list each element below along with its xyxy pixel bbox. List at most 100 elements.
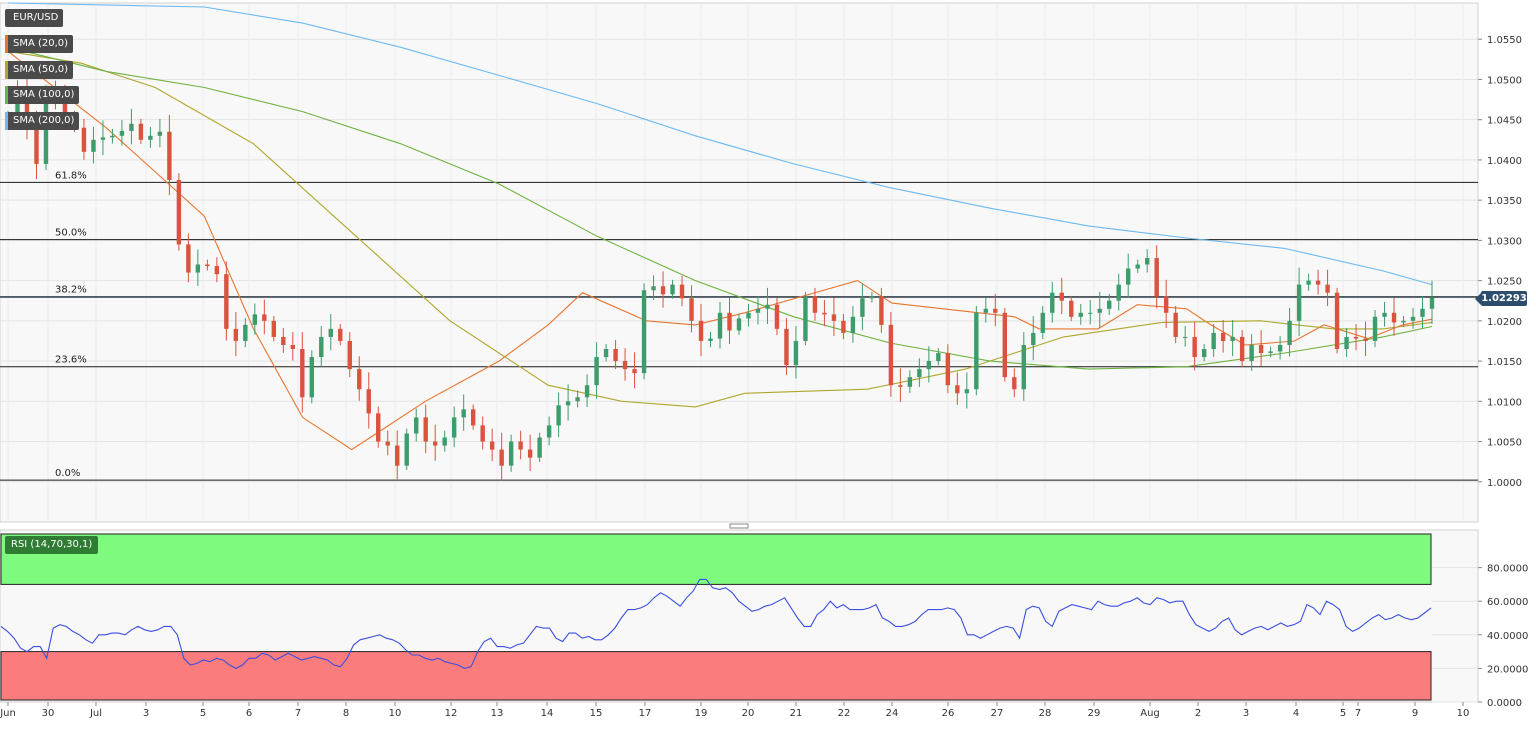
candle-body (831, 314, 837, 321)
candle-body (565, 401, 571, 406)
date-tick-label: 29 (1088, 708, 1101, 719)
candles (5, 76, 1435, 481)
date-tick-label: 12 (445, 708, 458, 719)
price-grid (0, 3, 1478, 522)
candle-body (148, 135, 153, 140)
candle-body (1372, 316, 1378, 341)
date-tick-label: 9 (1412, 708, 1418, 719)
legend-sma20[interactable]: SMA (20,0) (5, 35, 74, 53)
candle-body (119, 130, 125, 136)
candle-body (281, 336, 286, 345)
candle-body (1363, 338, 1368, 341)
date-tick-label: 7 (1355, 708, 1361, 719)
candle-body (1050, 292, 1055, 313)
candle-body (1268, 351, 1273, 354)
price-tick-label: 1.0300 (1487, 236, 1522, 247)
date-tick-label: 8 (343, 708, 349, 719)
candle-body (945, 353, 951, 386)
candle-body (936, 353, 941, 362)
candle-body (233, 328, 239, 341)
date-tick-label: 14 (541, 708, 554, 719)
date-tick-label: 4 (1293, 708, 1299, 719)
candle-body (641, 290, 647, 374)
candle-body (1220, 332, 1226, 341)
legend-sma100[interactable]: SMA (100,0) (5, 86, 80, 104)
candle-body (480, 425, 485, 442)
legend-swatch-sma200 (5, 112, 8, 130)
candle-body (1230, 336, 1235, 341)
candle-body (470, 409, 476, 426)
candle-body (1239, 336, 1245, 362)
candle-body (679, 284, 685, 299)
candle-body (556, 405, 561, 426)
candle-body (1429, 297, 1435, 309)
price-tick-label: 1.0150 (1487, 357, 1522, 368)
candle-body (1353, 336, 1359, 339)
rsi-tick-label: 0.0000 (1487, 698, 1522, 709)
candle-body (167, 131, 172, 181)
fib-label: 38.2% (55, 285, 87, 296)
candle-body (594, 357, 599, 386)
candle-body (423, 417, 428, 442)
price-tick-label: 1.0000 (1487, 478, 1522, 489)
date-tick-label: 5 (1340, 708, 1346, 719)
candle-body (1249, 344, 1254, 362)
candle-body (727, 312, 732, 331)
candle-body (205, 264, 210, 267)
legend-sma200[interactable]: SMA (200,0) (5, 112, 80, 130)
rsi-axis: 0.0000 20.0000 40.0000 60.0000 80.0000 (1478, 564, 1528, 709)
candle-body (1163, 296, 1169, 313)
candle-body (632, 369, 637, 374)
candle-body (546, 425, 552, 438)
candle-body (1182, 336, 1188, 338)
date-tick-label: 30 (42, 708, 55, 719)
candle-body (841, 320, 846, 333)
candle-body (1040, 312, 1045, 333)
candle-body (1021, 344, 1026, 390)
candle-body (224, 274, 229, 329)
candle-body (290, 344, 295, 349)
candle-body (613, 349, 618, 362)
legend-sma50[interactable]: SMA (50,0) (5, 61, 74, 79)
candle-body (1145, 258, 1150, 265)
candle-body (527, 449, 533, 458)
candle-body (1097, 308, 1102, 313)
date-tick-label: 15 (590, 708, 603, 719)
rsi-line (0, 578, 1432, 670)
candle-body (974, 312, 979, 390)
candle-body (879, 296, 884, 325)
candle-body (1201, 349, 1207, 358)
candle-body (508, 441, 514, 466)
rsi-legend[interactable]: RSI (14,70,30,1) (5, 536, 99, 554)
legend-swatch-sma100 (5, 86, 8, 104)
price-axis: 1.0000 1.0050 1.0100 1.0150 1.0200 1.0250 1.03… (1478, 35, 1522, 489)
rsi-tick-label: 80.0000 (1487, 564, 1528, 575)
candle-body (575, 397, 580, 402)
candle-body (1116, 284, 1121, 301)
candle-body (860, 298, 865, 317)
candle-body (243, 324, 248, 341)
candle-body (489, 441, 495, 450)
candle-body (1173, 312, 1178, 337)
date-tick-label: 24 (886, 708, 899, 719)
panel-resize-handle[interactable] (729, 523, 749, 529)
candle-body (1002, 312, 1007, 378)
date-tick-label: 27 (991, 708, 1004, 719)
date-tick-label: Jul (89, 708, 102, 719)
date-tick-label: 6 (246, 708, 252, 719)
candle-body (736, 318, 742, 331)
candle-body (955, 385, 960, 394)
date-tick-label: 10 (389, 708, 402, 719)
date-tick-label: 2 (1195, 708, 1201, 719)
candle-body (537, 437, 542, 458)
candle-body (1315, 280, 1321, 285)
candle-body (24, 89, 30, 128)
candle-body (1192, 336, 1197, 358)
candle-body (451, 417, 457, 438)
sma-line (7, 2, 1433, 286)
candle-body (1306, 280, 1311, 285)
candle-body (1078, 312, 1083, 317)
candle-body (964, 389, 970, 394)
candle-body (926, 361, 932, 370)
